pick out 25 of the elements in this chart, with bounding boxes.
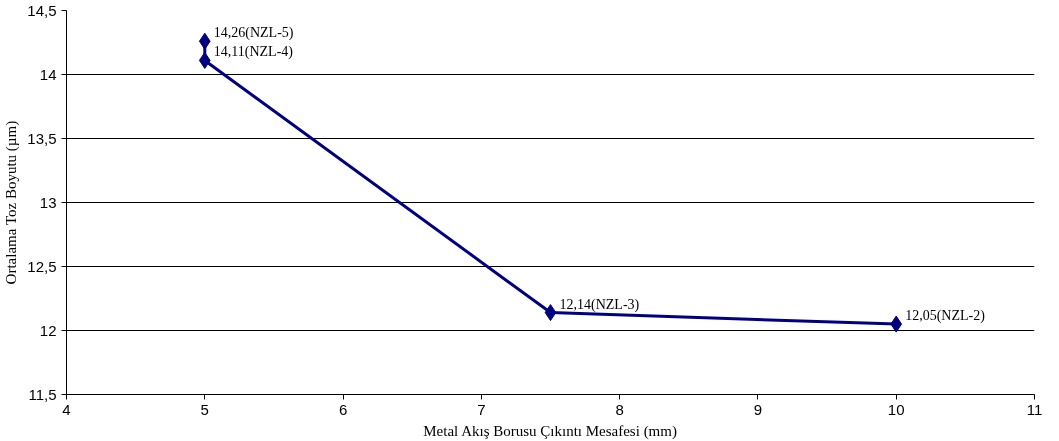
point [198,51,211,69]
x-tick-label: 7 [477,400,486,418]
point [198,32,211,50]
x-axis-title: Metal Akış Borusu Çıkıntı Mesafesi (mm) [423,422,677,440]
y-tick-label: 12 [39,321,57,339]
y-tick-label: 12,5 [27,257,57,275]
x-tick-label: 8 [615,400,624,418]
y-tick-label: 11,5 [28,385,57,403]
y-tick-label: 14 [39,65,57,83]
data-label: 14,11(NZL-4) [213,44,294,61]
x-tick-label: 9 [753,400,763,418]
data-label: 12,05(NZL-2) [905,308,986,325]
x-tick-label: 5 [200,400,209,418]
x-tick-label: 6 [338,400,348,418]
y-tick-label: 13 [39,193,57,211]
point [544,304,557,322]
data-label: 14,26(NZL-5) [213,25,294,42]
data-label: 12,14(NZL-3) [559,296,640,313]
point [890,315,903,333]
x-tick-label: 10 [887,400,905,418]
x-tick-label: 4 [62,400,71,418]
x-tick-label: 11 [1026,400,1043,418]
y-tick-label: 14,5 [27,1,57,19]
y-tick-label: 13,5 [27,129,57,147]
y-axis-title: Ortalama Toz Boyutu (µm) [3,120,21,285]
